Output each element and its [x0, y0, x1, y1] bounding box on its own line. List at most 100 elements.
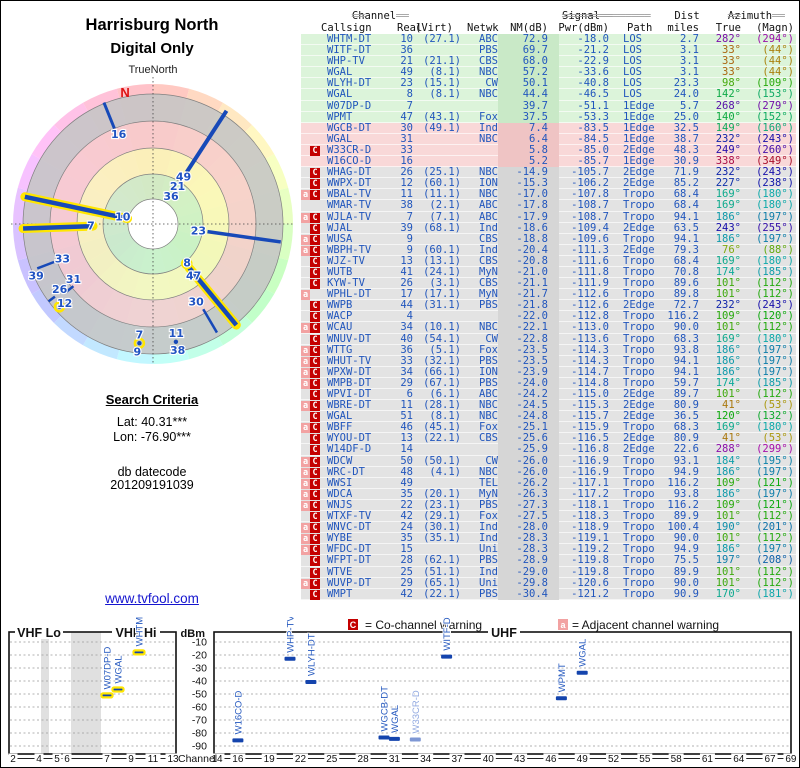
channel-tick-label: 69: [785, 754, 797, 765]
virtual-channel: (11.1): [423, 188, 461, 201]
co-channel-warning-badge: [310, 200, 320, 211]
station-spoke: [36, 260, 55, 270]
noise-margin: 37.5: [498, 111, 559, 123]
real-channel: 33: [400, 354, 413, 367]
table-row: C WACP 4 -22.0 -112.8 Tropo 116.2 109° (120°): [301, 310, 796, 323]
real-channel: 41: [400, 265, 413, 278]
co-channel-warning-badge: [310, 56, 320, 67]
true-north-label: TrueNorth: [128, 64, 177, 76]
virtual-channel: [413, 101, 461, 112]
distance-miles: 85.2: [673, 177, 699, 190]
co-channel-warning-badge: C: [310, 589, 320, 600]
tick-bg: [449, 753, 465, 764]
adjacent-channel-warning-badge: [301, 567, 310, 578]
noise-margin: -17.9: [498, 211, 559, 223]
table-row: a C WYBE 35 (35.1) Ind -28.3 -119.1 Tropo 90.0 101…: [301, 532, 796, 545]
adjacent-channel-warning-badge: a: [301, 190, 310, 201]
virtual-channel: (45.1): [423, 421, 461, 434]
adjacent-channel-warning-badge: [301, 101, 310, 112]
distance-miles: 75.5: [673, 554, 699, 567]
network: PBS: [479, 354, 498, 367]
power-dbm: -115.7: [571, 410, 609, 423]
tick-bg: [209, 753, 225, 764]
adjacent-channel-warning-badge: a: [301, 290, 310, 301]
noise-margin: -24.2: [498, 388, 559, 401]
noise-margin: -28.9: [498, 555, 559, 567]
channel-tick-label: 43: [514, 754, 526, 765]
azimuth-magnetic: (152°): [756, 110, 794, 123]
tvfool-link[interactable]: www.tvfool.com: [105, 591, 199, 606]
virtual-channel: (49.1): [423, 121, 461, 134]
virtual-channel: (15.1): [423, 77, 461, 90]
callsign: WGAL: [327, 66, 353, 79]
channel-label: 21: [170, 180, 185, 193]
column-label: Path: [627, 21, 653, 34]
noise-margin: -21.8: [498, 300, 559, 312]
azimuth-true: 109°: [715, 310, 741, 323]
station-dot: [137, 341, 142, 346]
distance-miles: 48.3: [673, 143, 699, 156]
channel-tick-label: 46: [545, 754, 557, 765]
channel-tick-label: 5: [54, 754, 60, 765]
virtual-channel: (68.1): [423, 221, 461, 234]
radar-plot: 16 49 21 36 10 7 23 8 47 30 33 39 31 26 12 7 9 11 38 N TrueN…: [3, 61, 303, 373]
adjacent-channel-warning-badge: [301, 134, 310, 145]
tick-bg: [699, 753, 715, 764]
path-type: 2Edge: [623, 166, 655, 179]
db-datecode-label: db datecode: [117, 465, 187, 479]
table-row: C WFPT-DT 28 (62.1) PBS -28.9 -119.8 Tropo 75.5 1…: [301, 554, 796, 567]
callsign: WPXW-DT: [327, 365, 372, 378]
virtual-channel: (23.1): [423, 498, 461, 511]
azimuth-true: 169°: [715, 199, 741, 212]
real-channel: 48: [400, 465, 413, 478]
distance-miles: 94.1: [673, 232, 699, 245]
distance-miles: 94.9: [673, 465, 699, 478]
real-channel: 12: [400, 177, 413, 190]
path-type: Tropo: [623, 454, 655, 467]
virtual-channel: (6.1): [429, 388, 461, 400]
callsign: WBAL-TV: [327, 188, 372, 201]
azimuth-magnetic: (197°): [756, 487, 794, 500]
table-row: a C WUSA 9 CBS -18.8 -109.6 Tropo 94.1 186° (197°): [301, 232, 796, 245]
table-row: a C WDCA 35 (20.1) MyN -26.3 -117.2 Tropo 93.8 186…: [301, 487, 796, 500]
channel-label: 12: [57, 297, 72, 310]
channel-label: 38: [170, 344, 185, 357]
station-spoke: [102, 101, 116, 130]
band-label: UHF: [491, 626, 517, 640]
station-label: WGAL: [578, 639, 589, 667]
co-channel-warning-badge: C: [310, 522, 320, 534]
channel-label: 8: [183, 257, 191, 270]
channel-label: 26: [52, 283, 68, 296]
real-channel: 15: [400, 543, 413, 556]
noise-margin: 7.4: [498, 122, 559, 134]
azimuth-true: 33°: [722, 44, 741, 57]
azimuth-true: 186°: [715, 210, 741, 223]
azimuth-true: 98°: [722, 77, 741, 90]
noise-margin: -15.3: [498, 178, 559, 190]
noise-margin: -27.3: [498, 499, 559, 512]
callsign: WYBE: [327, 532, 353, 545]
real-channel: 23: [400, 77, 413, 90]
noise-margin: -20.8: [498, 255, 559, 267]
station-label: WGAL: [390, 705, 401, 733]
real-channel: 16: [400, 155, 413, 168]
network: Uni: [479, 576, 498, 589]
table-row: C WGAL 51 (8.1) NBC -24.8 -115.7 2Edge 36.5 120° (…: [301, 410, 796, 423]
table-row: a C WNJS 22 (23.1) PBS -27.3 -118.1 Tropo 116.2 10…: [301, 498, 796, 512]
table-row: C WWPB 44 (31.1) PBS -21.8 -112.6 2Edge 72.7 232°…: [301, 300, 796, 312]
azimuth-magnetic: (88°): [762, 243, 794, 256]
adjacent-channel-warning-badge: a: [301, 367, 310, 378]
path-type: Tropo: [623, 498, 655, 511]
virtual-channel: (22.1): [423, 432, 461, 445]
distance-miles: 89.9: [673, 565, 699, 578]
distance-miles: 25.0: [673, 110, 699, 123]
callsign: W33CR-D: [327, 143, 372, 156]
channel-gap-band: [41, 632, 49, 754]
power-dbm: -108.7: [571, 210, 609, 223]
co-channel-warning-badge: C: [310, 245, 320, 256]
network: ABC: [479, 199, 498, 212]
network: TEL: [479, 476, 498, 489]
path-type: 1Edge: [623, 132, 655, 145]
path-type: 2Edge: [623, 432, 655, 445]
network: NBC: [479, 321, 498, 334]
